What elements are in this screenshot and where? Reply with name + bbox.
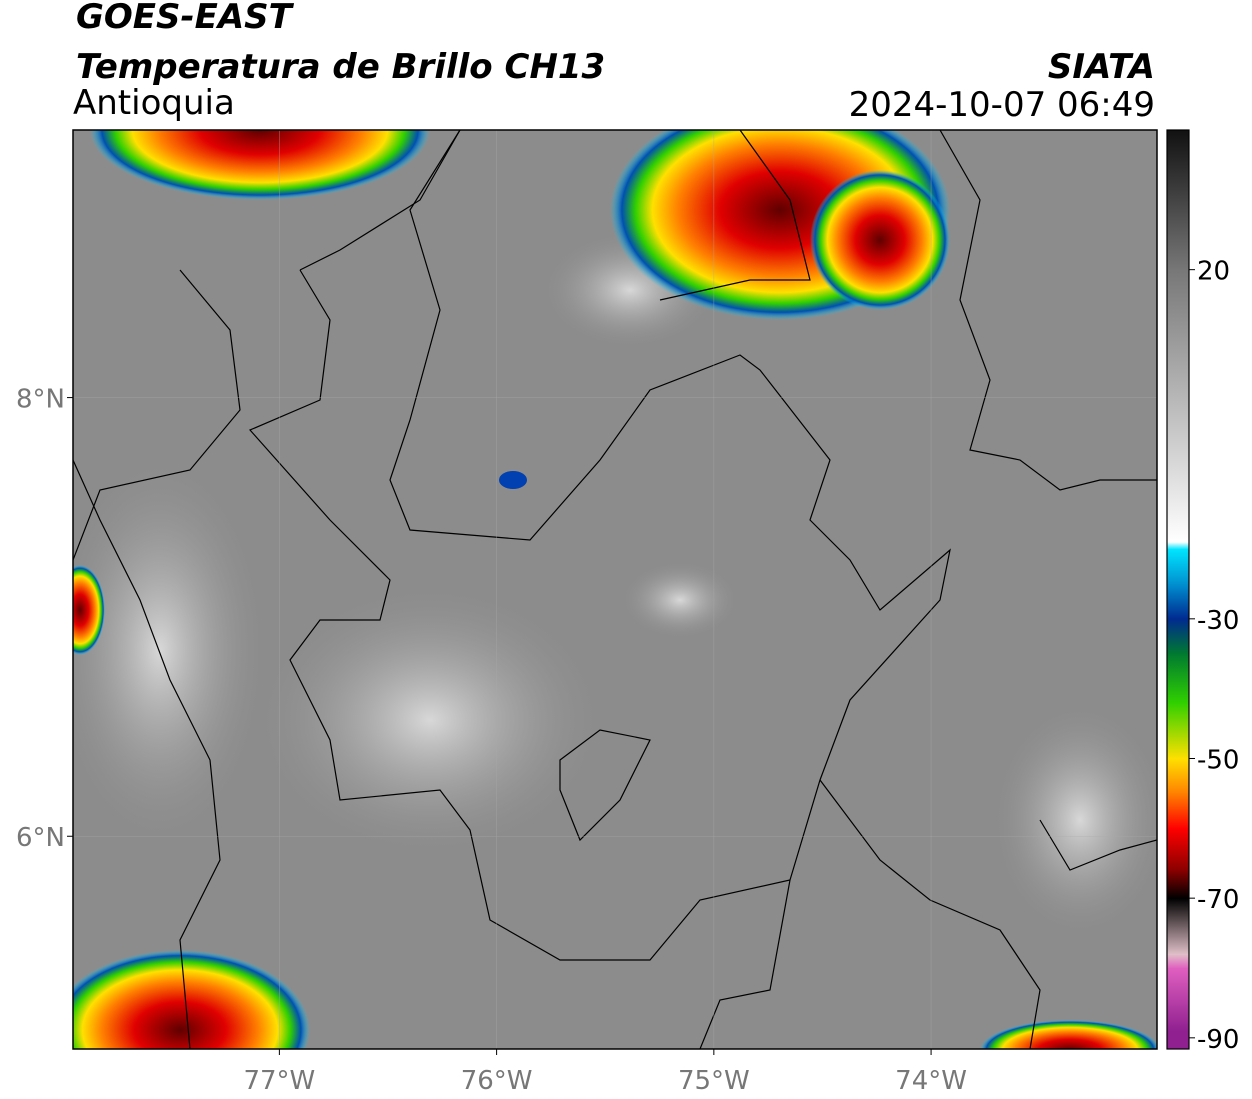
- x-tick-label: 75°W: [678, 1066, 750, 1096]
- colorbar-segment: [1167, 954, 1189, 969]
- grid: [73, 130, 1157, 1049]
- colorbar-tick-label: -50: [1197, 745, 1239, 775]
- x-tick-label: 76°W: [461, 1066, 533, 1096]
- region-label: Antioquia: [73, 83, 235, 123]
- map-image: [73, 130, 1157, 1049]
- colorbar-segment: [1167, 1030, 1189, 1050]
- source-label: SIATA: [1048, 47, 1155, 87]
- product-title: Temperatura de Brillo CH13: [76, 47, 605, 87]
- storm-cell: [810, 170, 950, 310]
- satellite-title: GOES-EAST: [76, 0, 295, 37]
- boundaries: [73, 130, 1157, 1049]
- cloud: [620, 560, 740, 640]
- storm-cell: [980, 1020, 1157, 1049]
- colorbar-segment: [1167, 618, 1189, 655]
- y-tick-label: 8°N: [16, 385, 65, 415]
- colorbar-tick-label: -90: [1197, 1025, 1239, 1055]
- cloud: [73, 450, 270, 850]
- y-tick-label: 6°N: [16, 823, 65, 853]
- colorbar-tick-label: 20: [1197, 257, 1230, 287]
- colorbar-segment: [1167, 967, 1189, 1032]
- colorbar-segment: [1167, 758, 1189, 794]
- cloud: [250, 580, 610, 860]
- storm-cell: [73, 565, 105, 655]
- cloud: [990, 700, 1157, 940]
- colorbar-tick-label: -30: [1197, 606, 1239, 636]
- colorbar-segment: [1167, 653, 1189, 704]
- colorbar-segment: [1167, 269, 1189, 543]
- colorbar-segment: [1167, 542, 1189, 550]
- datetime-label: 2024-10-07 06:49: [849, 85, 1155, 125]
- map-frame: [72, 129, 1158, 1050]
- colorbar-tick-label: -70: [1197, 885, 1239, 915]
- colorbar-segment: [1167, 793, 1189, 829]
- storm-cell: [499, 471, 527, 489]
- colorbar-segment: [1167, 583, 1189, 620]
- colorbar-segment: [1167, 130, 1189, 271]
- colorbar-segment: [1167, 828, 1189, 871]
- colorbar-segment: [1167, 702, 1189, 759]
- x-tick-label: 74°W: [895, 1066, 967, 1096]
- x-tick-label: 77°W: [243, 1066, 315, 1096]
- colorbar-segment: [1167, 870, 1189, 899]
- colorbar-segment: [1167, 548, 1189, 585]
- colorbar-segment: [1167, 898, 1189, 955]
- storm-cell: [90, 130, 430, 200]
- storm-cell: [73, 950, 310, 1049]
- colorbar-frame: [1166, 129, 1190, 1050]
